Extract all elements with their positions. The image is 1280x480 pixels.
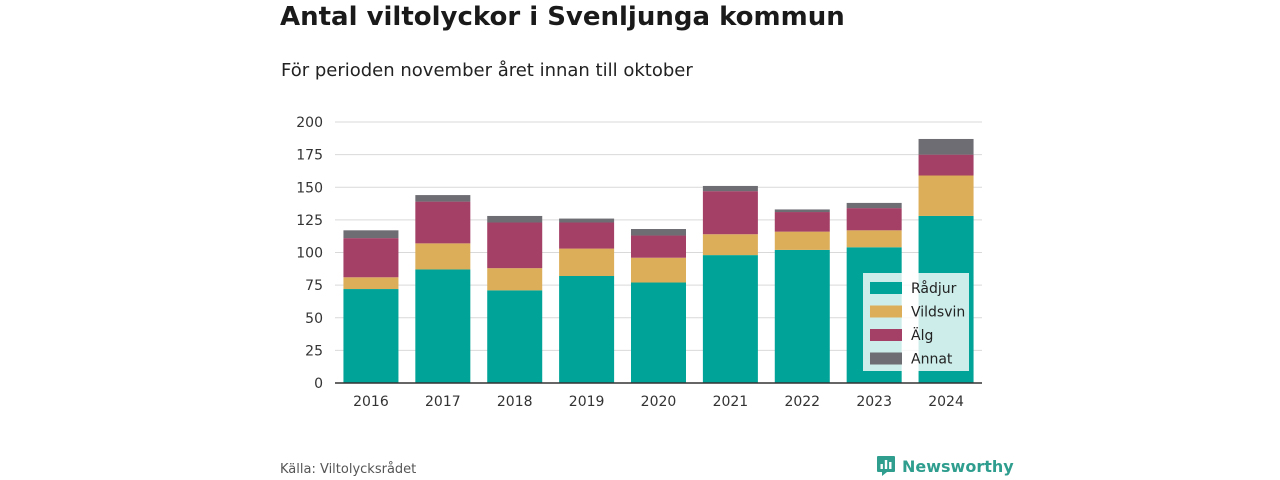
bar-segment-vildsvin (415, 243, 471, 270)
x-tick-label: 2022 (784, 394, 820, 410)
legend-swatch (870, 352, 902, 365)
x-tick-label: 2018 (497, 394, 533, 410)
bar-segment-vildsvin (559, 248, 615, 276)
x-tick-label: 2019 (569, 394, 605, 410)
bar-segment-annat (559, 218, 615, 223)
bar-segment-rådjur (487, 290, 543, 383)
legend-label: Rådjur (911, 280, 957, 297)
newsworthy-logo-icon (877, 456, 895, 476)
y-tick-label: 0 (314, 376, 323, 392)
source-note: Källa: Viltolycksrådet (280, 462, 417, 477)
legend-swatch (870, 282, 902, 294)
legend-swatch (870, 329, 902, 341)
x-tick-label: 2021 (713, 394, 749, 410)
x-tick-label: 2024 (928, 394, 964, 410)
bar-segment-vildsvin (846, 230, 902, 248)
y-tick-label: 25 (305, 343, 323, 359)
bar-segment-annat (918, 138, 974, 155)
x-tick-label: 2016 (353, 394, 389, 410)
bar-segment-vildsvin (774, 231, 830, 250)
bar-segment-vildsvin (631, 257, 686, 283)
bar-segment-rådjur (631, 282, 686, 383)
brand-name: Newsworthy (902, 456, 1014, 476)
bar-segment-älg (846, 208, 902, 231)
y-tick-label: 100 (296, 246, 323, 262)
bar-segment-älg (343, 238, 399, 278)
bar-segment-älg (559, 222, 615, 249)
bar-segment-rådjur (774, 249, 830, 383)
bar-segment-annat (846, 202, 902, 209)
bar-segment-annat (774, 209, 830, 213)
bar-segment-annat (415, 195, 471, 202)
y-tick-label: 175 (296, 148, 323, 164)
x-tick-label: 2017 (425, 394, 461, 410)
legend-label: Älg (911, 326, 933, 344)
bar-segment-vildsvin (702, 234, 758, 256)
y-tick-label: 125 (296, 213, 323, 229)
bar-segment-vildsvin (918, 175, 974, 216)
legend-swatch (870, 305, 902, 318)
y-tick-label: 150 (296, 180, 323, 196)
bar-segment-älg (415, 201, 471, 244)
bar-segment-annat (631, 229, 686, 236)
bar-segment-annat (487, 215, 543, 223)
bar-segment-älg (918, 154, 974, 176)
bar-segment-vildsvin (487, 268, 543, 291)
legend-label: Vildsvin (911, 305, 965, 321)
chart-subtitle: För perioden november året innan till ok… (281, 60, 693, 81)
x-tick-label: 2023 (856, 394, 892, 410)
bar-segment-rådjur (702, 255, 758, 383)
bar-segment-rådjur (415, 269, 471, 383)
bar-segment-älg (702, 191, 758, 235)
x-tick-label: 2020 (641, 394, 677, 410)
y-tick-label: 50 (305, 311, 323, 327)
bar-segment-vildsvin (343, 277, 399, 290)
brand-logo: Newsworthy (876, 455, 1014, 477)
y-tick-label: 200 (296, 115, 323, 131)
bar-segment-älg (631, 235, 686, 258)
bar-segment-annat (343, 230, 399, 239)
bar-segment-älg (774, 212, 830, 232)
bar-segment-rådjur (559, 275, 615, 383)
y-tick-label: 75 (305, 278, 323, 294)
bar-segment-rådjur (343, 289, 399, 383)
chart-title: Antal viltolyckor i Svenljunga kommun (280, 2, 845, 32)
legend-label: Annat (911, 352, 953, 368)
bar-segment-annat (702, 185, 758, 192)
bar-segment-älg (487, 222, 543, 269)
